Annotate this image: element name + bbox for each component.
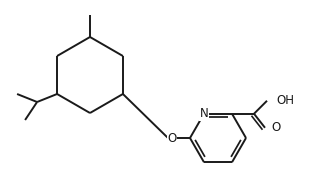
- Text: O: O: [271, 121, 280, 134]
- Text: OH: OH: [276, 94, 294, 107]
- Text: O: O: [167, 132, 177, 144]
- Text: N: N: [200, 107, 208, 120]
